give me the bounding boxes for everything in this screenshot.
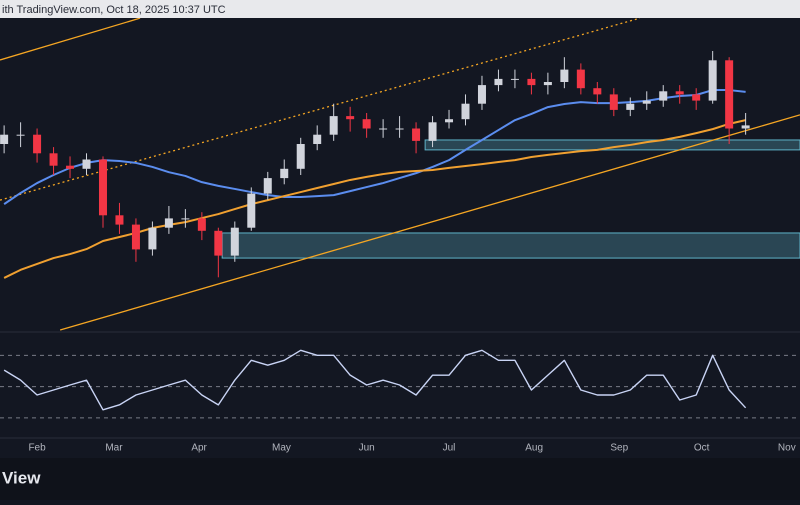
x-tick-label: Sep xyxy=(610,443,628,454)
x-tick-label: Aug xyxy=(525,443,543,454)
header-bar xyxy=(0,0,800,18)
candle-body xyxy=(725,60,734,129)
candle-body xyxy=(247,193,256,228)
candle-body xyxy=(428,122,437,141)
candle-body xyxy=(181,218,190,220)
candle-body xyxy=(412,128,421,141)
time-axis: Feb Mar Apr May Jun Jul Aug Sep Oct Nov xyxy=(28,443,795,454)
candle-body xyxy=(296,144,305,169)
candle-body xyxy=(626,103,635,110)
candle-body xyxy=(362,119,371,129)
candle-body xyxy=(543,82,552,86)
candle-body xyxy=(609,94,618,110)
moving-average xyxy=(3,89,746,205)
candle-body xyxy=(659,91,668,101)
x-tick-label: Jun xyxy=(359,443,375,454)
candle-body xyxy=(527,78,536,86)
candle-body xyxy=(82,159,91,169)
candle-body xyxy=(445,119,454,123)
candle-body xyxy=(164,218,173,228)
candle-body xyxy=(0,134,9,144)
candle-body xyxy=(708,60,717,101)
candle-body xyxy=(692,94,701,101)
candle-body xyxy=(379,128,388,130)
x-tick-label: Apr xyxy=(191,443,207,454)
x-tick-label: Jul xyxy=(443,443,456,454)
candle-body xyxy=(329,116,338,135)
rsi-line xyxy=(3,349,747,411)
header-text: ith TradingView.com, Oct 18, 2025 10:37 … xyxy=(2,4,226,16)
channel-line xyxy=(59,114,800,331)
candle-body xyxy=(593,88,602,95)
candle-body xyxy=(148,227,157,250)
candle-body xyxy=(576,69,585,89)
rsi-pane xyxy=(0,349,800,419)
x-tick-label: Mar xyxy=(105,443,123,454)
candle-body xyxy=(98,159,107,216)
candle-body xyxy=(263,178,272,194)
price-pane xyxy=(0,18,800,331)
candle-body xyxy=(49,153,58,166)
footer-logo: View xyxy=(2,468,41,487)
footer-bar xyxy=(0,458,800,500)
candle-body xyxy=(115,215,124,225)
moving-average xyxy=(3,119,746,279)
support-zone xyxy=(221,232,800,259)
x-tick-label: Feb xyxy=(28,443,46,454)
candle-body xyxy=(16,134,25,136)
candle-body xyxy=(313,134,322,144)
x-tick-label: Nov xyxy=(778,443,796,454)
candle-body xyxy=(494,78,503,86)
candle-body xyxy=(642,100,651,104)
candle-body xyxy=(675,91,684,95)
candle-body xyxy=(560,69,569,82)
candle-body xyxy=(131,224,140,250)
candle-body xyxy=(395,128,404,130)
candle-body xyxy=(230,227,239,256)
x-tick-label: May xyxy=(272,443,291,454)
candle-body xyxy=(346,116,355,120)
candle-body xyxy=(214,230,223,256)
candle-body xyxy=(741,125,750,129)
candle-body xyxy=(510,78,519,80)
candle-body xyxy=(33,134,42,154)
candle-body xyxy=(477,85,486,104)
candle-body xyxy=(197,218,206,231)
candle-body xyxy=(280,168,289,179)
candle-body xyxy=(66,165,75,169)
support-zone xyxy=(424,139,800,151)
channel-line xyxy=(0,18,141,61)
candle-body xyxy=(461,103,470,120)
x-tick-label: Oct xyxy=(694,443,710,454)
